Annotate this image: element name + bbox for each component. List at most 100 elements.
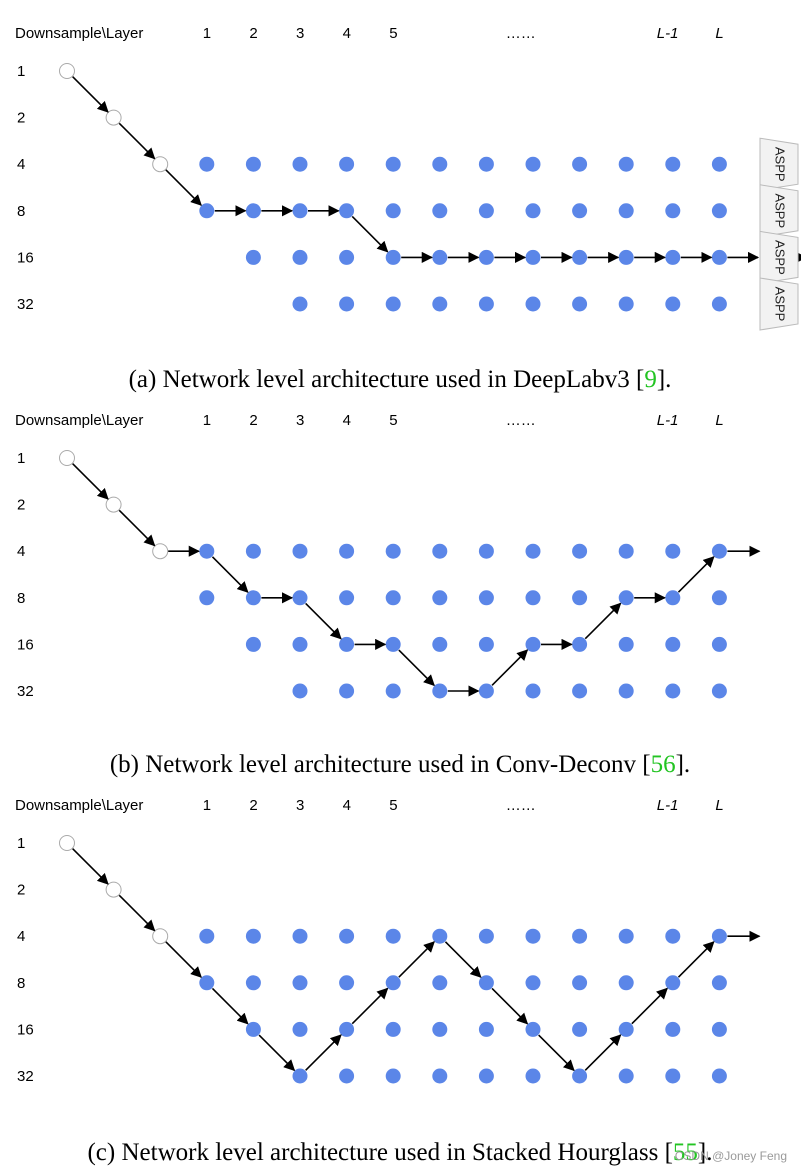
grid-node — [199, 203, 215, 219]
downsample-label: 16 — [17, 1021, 34, 1038]
grid-node — [245, 1021, 261, 1037]
path-edge — [165, 941, 202, 978]
downsample-label: 2 — [17, 882, 25, 899]
aspp-box — [759, 184, 799, 238]
path-edge — [398, 941, 435, 978]
grid-node — [292, 683, 308, 699]
grid-node — [618, 1068, 634, 1084]
downsample-label: 16 — [17, 249, 34, 266]
aspp-box — [759, 277, 799, 331]
path-edge — [538, 1034, 575, 1072]
grid-node — [618, 203, 634, 219]
grid-node — [572, 636, 588, 652]
grid-node — [572, 928, 588, 944]
grid-node — [245, 203, 261, 219]
aspp-box — [759, 230, 799, 284]
layer-label: L-1 — [657, 412, 679, 429]
grid-node — [199, 543, 215, 559]
layer-label: 4 — [343, 797, 351, 814]
grid-node — [711, 156, 727, 172]
downsample-label: 8 — [17, 203, 25, 220]
downsample-label: 16 — [17, 636, 34, 653]
grid-node — [292, 203, 308, 219]
grid-node — [572, 683, 588, 699]
grid-node — [339, 928, 355, 944]
grid-node — [572, 296, 588, 312]
path-edge — [118, 122, 156, 160]
path-edge — [584, 602, 622, 640]
layer-label: 5 — [389, 25, 397, 42]
grid-node — [478, 249, 494, 265]
grid-node — [245, 928, 261, 944]
grid-node — [711, 590, 727, 606]
stem-node — [152, 928, 169, 945]
caption: (a) Network level architecture used in D… — [129, 366, 672, 393]
grid-node — [618, 296, 634, 312]
path-edge — [211, 556, 249, 593]
grid-node — [385, 1021, 401, 1037]
grid-node — [665, 1021, 681, 1037]
grid-node — [525, 1021, 541, 1037]
downsample-label: 8 — [17, 590, 25, 607]
grid-node — [385, 203, 401, 219]
caption: (c) Network level architecture used in S… — [87, 1139, 712, 1166]
grid-node — [339, 683, 355, 699]
grid-node — [385, 636, 401, 652]
grid-node — [618, 590, 634, 606]
grid-node — [339, 156, 355, 172]
downsample-label: 4 — [17, 543, 25, 560]
grid-node — [199, 975, 215, 991]
stem-node — [59, 835, 75, 851]
grid-node — [292, 249, 308, 265]
grid-node — [432, 636, 448, 652]
path-edge — [444, 941, 482, 978]
grid-node — [432, 543, 448, 559]
stem-node — [59, 63, 75, 79]
grid-node — [339, 1068, 355, 1084]
grid-node — [665, 928, 681, 944]
grid-node — [292, 543, 308, 559]
grid-node — [711, 975, 727, 991]
grid-node — [478, 203, 494, 219]
grid-node — [292, 975, 308, 991]
grid-node — [385, 1068, 401, 1084]
grid-node — [665, 203, 681, 219]
stem-node — [152, 156, 169, 173]
axis-label: Downsample\Layer — [15, 412, 143, 429]
grid-node — [665, 296, 681, 312]
grid-node — [245, 543, 261, 559]
grid-node — [385, 683, 401, 699]
grid-node — [432, 296, 448, 312]
grid-node — [385, 156, 401, 172]
aspp-label: ASPP — [773, 240, 788, 275]
grid-node — [665, 683, 681, 699]
grid-node — [385, 249, 401, 265]
path-edge — [398, 649, 435, 687]
grid-node — [199, 928, 215, 944]
grid-node — [525, 636, 541, 652]
grid-node — [432, 249, 448, 265]
downsample-label: 32 — [17, 296, 34, 313]
grid-node — [478, 683, 494, 699]
downsample-label: 2 — [17, 497, 25, 514]
grid-node — [711, 296, 727, 312]
grid-node — [665, 975, 681, 991]
grid-node — [618, 636, 634, 652]
grid-node — [525, 156, 541, 172]
path-edge — [165, 169, 202, 206]
path-edge — [491, 987, 529, 1025]
grid-node — [478, 156, 494, 172]
path-edge — [118, 509, 156, 547]
path-edge — [584, 1034, 622, 1071]
grid-node — [432, 203, 448, 219]
grid-node — [572, 203, 588, 219]
grid-node — [478, 590, 494, 606]
grid-node — [432, 928, 448, 944]
downsample-label: 4 — [17, 156, 25, 173]
path-edge — [351, 215, 389, 253]
layer-label: 4 — [343, 412, 351, 429]
grid-node — [618, 928, 634, 944]
grid-node — [292, 1021, 308, 1037]
layer-label: 1 — [203, 412, 211, 429]
path-edge — [631, 987, 668, 1025]
